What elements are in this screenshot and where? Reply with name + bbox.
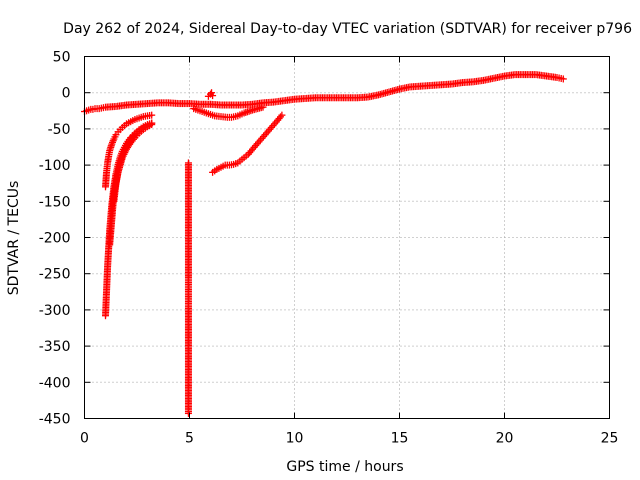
grid-layer — [84, 56, 610, 419]
data-point — [278, 111, 286, 119]
x-tick-label: 20 — [496, 431, 514, 447]
y-tick-label: -350 — [39, 339, 71, 355]
y-tick-label: 0 — [62, 86, 71, 102]
series-recovery-curve-4 — [106, 121, 156, 249]
points-layer — [81, 71, 567, 417]
x-tick-label: 0 — [80, 431, 89, 447]
series-recovery-curve-1 — [102, 111, 156, 191]
y-tick-label: -200 — [39, 231, 71, 247]
data-point — [148, 111, 156, 119]
y-tick-label: -50 — [48, 122, 71, 138]
y-tick-label: -250 — [39, 267, 71, 283]
data-point — [559, 75, 567, 83]
y-tick-label: -100 — [39, 158, 71, 174]
ticks-layer: 0 5 10 15 20 25 50 0 -50 -100 -150 -200 -250 -300 -350… — [39, 50, 619, 447]
y-tick-label: 50 — [53, 50, 71, 66]
series-main-track — [81, 71, 567, 116]
chart-title: Day 262 of 2024, Sidereal Day-to-day VTE… — [63, 21, 632, 37]
x-tick-label: 15 — [391, 431, 409, 447]
series-rising-segment — [209, 111, 286, 176]
data-point — [259, 103, 267, 111]
x-axis-label: GPS time / hours — [286, 459, 403, 475]
series-dip-after-6h — [190, 103, 267, 121]
plot-frame — [84, 56, 610, 419]
series-hour5-outliers — [184, 159, 192, 417]
y-tick-label: -450 — [39, 412, 71, 428]
data-point — [148, 121, 156, 129]
y-tick-label: -300 — [39, 303, 71, 319]
data-point — [184, 409, 192, 417]
x-tick-label: 10 — [286, 431, 304, 447]
y-axis-label: SDTVAR / TECUs — [6, 181, 22, 296]
x-tick-label: 25 — [601, 431, 619, 447]
x-tick-label: 5 — [185, 431, 194, 447]
data-point — [209, 92, 217, 100]
y-tick-label: -150 — [39, 194, 71, 210]
y-tick-label: -400 — [39, 375, 71, 391]
series-spike-6h — [204, 89, 217, 100]
